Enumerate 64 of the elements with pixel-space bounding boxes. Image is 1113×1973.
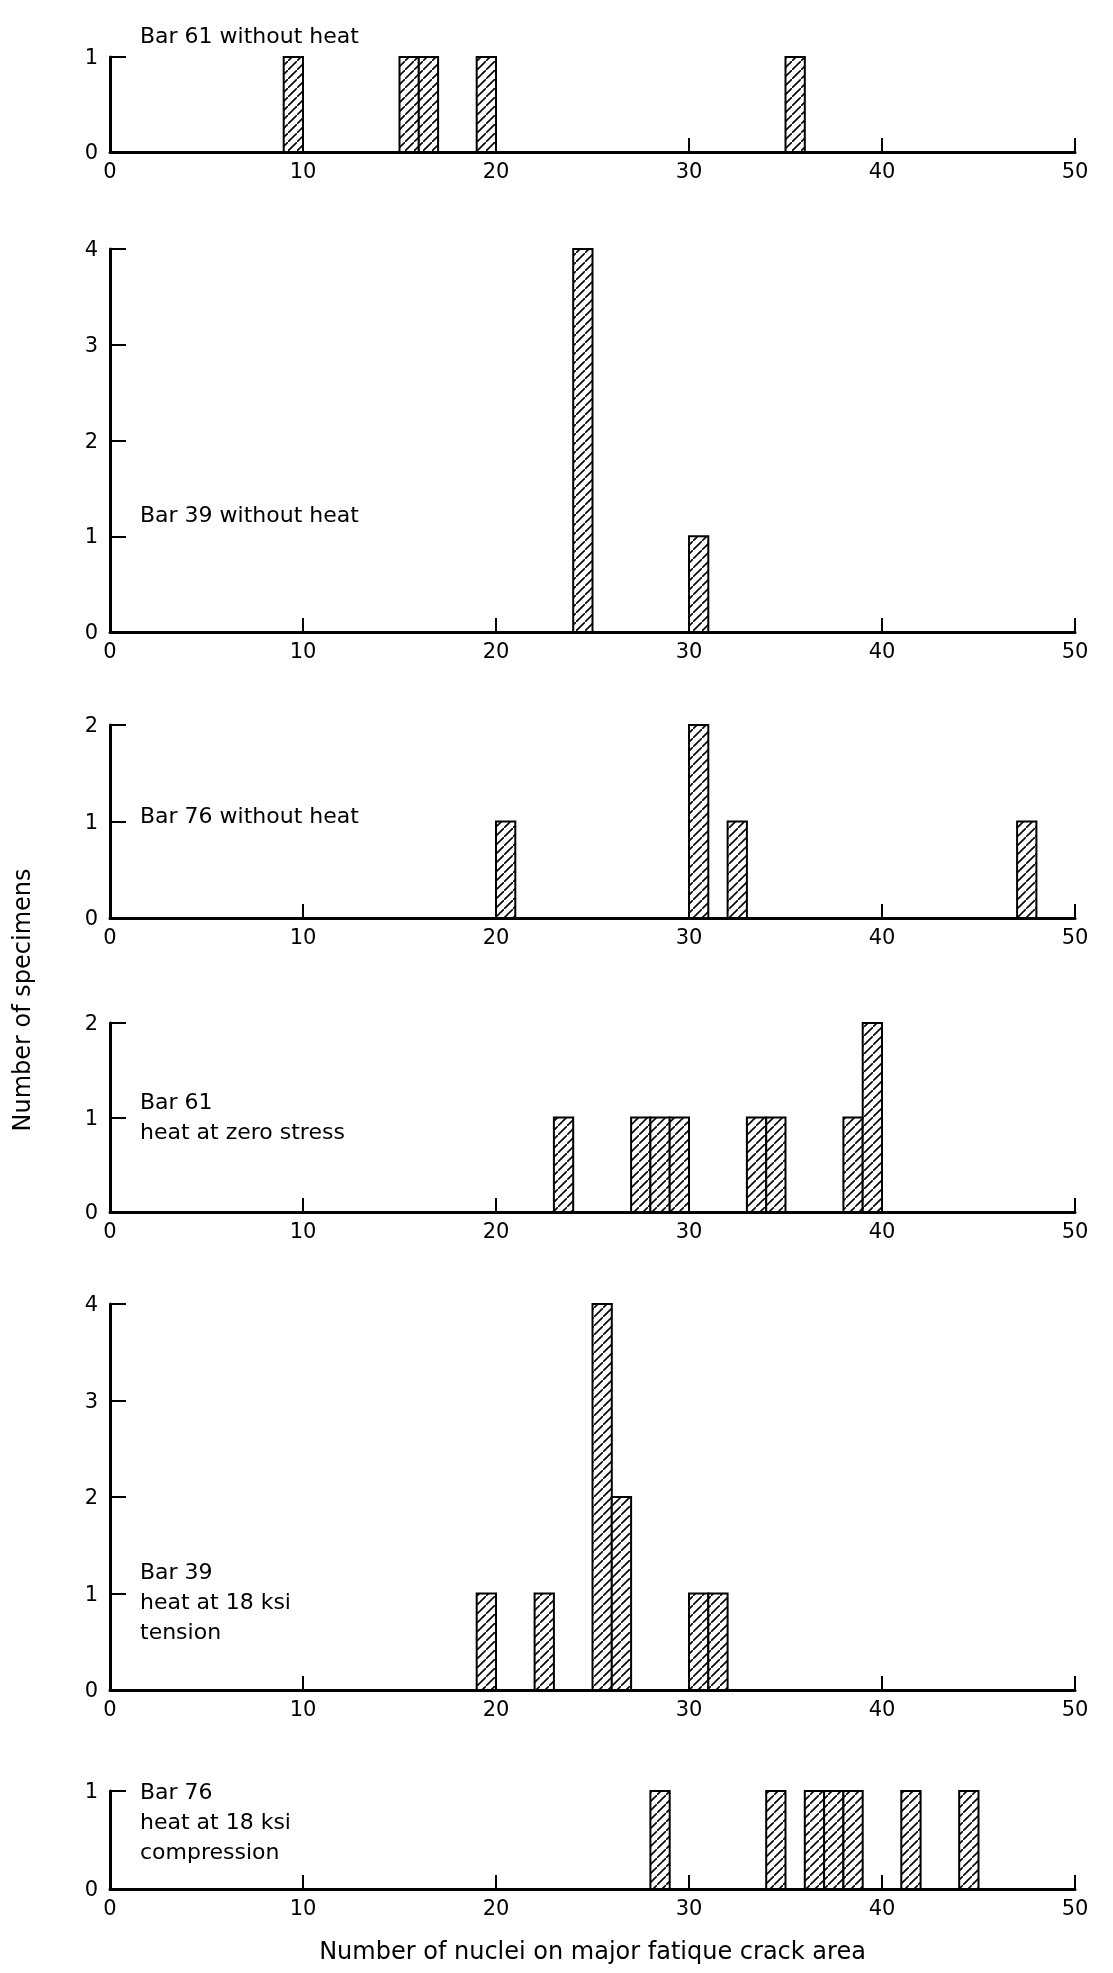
x-tick-label: 50 [1061, 1696, 1089, 1721]
text: Bar 76 heat at 18 ksi compression [140, 1778, 291, 1864]
x-tick-label: 40 [868, 1218, 896, 1243]
x-tick-label: 0 [103, 1218, 117, 1243]
y-tick-label: 1 [84, 1581, 98, 1606]
y-tick-label: 1 [84, 1779, 98, 1803]
y-tick-label: 2 [84, 1011, 98, 1035]
y-tick-label: 0 [84, 1678, 98, 1702]
y-tick-label: 0 [84, 140, 98, 164]
y-tick-label: 2 [84, 713, 98, 737]
x-tick-label: 10 [289, 924, 317, 949]
x-tick-label: 30 [675, 638, 703, 663]
y-tick-label: 4 [84, 237, 98, 261]
y-tick-label: 3 [84, 1388, 98, 1413]
x-tick-label: 20 [482, 924, 510, 949]
x-tick-label: 10 [289, 638, 317, 663]
x-tick-label: 40 [868, 1895, 896, 1920]
x-tick-label: 20 [482, 158, 510, 183]
x-tick-label: 30 [675, 1696, 703, 1721]
x-tick-label: 0 [103, 158, 117, 183]
y-tick-label: 1 [84, 45, 98, 69]
y-axis-title: Number of specimens [8, 868, 36, 1132]
y-tick-label: 1 [84, 1105, 98, 1130]
x-tick-label: 40 [868, 638, 896, 663]
y-tick-label: 0 [84, 906, 98, 930]
x-tick-label: 10 [289, 1895, 317, 1920]
text: Bar 76 without heat [140, 802, 360, 828]
x-tick-label: 10 [289, 1696, 317, 1721]
y-tick-label: 2 [84, 428, 98, 453]
x-tick-label: 30 [675, 1895, 703, 1920]
text: Bar 61 heat at zero stress [140, 1088, 345, 1144]
x-tick-label: 40 [868, 924, 896, 949]
x-axis-title: Number of nuclei on major fatique crack area [319, 1937, 866, 1965]
y-tick-label: 1 [84, 524, 98, 549]
x-tick-label: 20 [482, 1895, 510, 1920]
y-tick-label: 1 [84, 809, 98, 834]
y-tick-label: 4 [84, 1292, 98, 1316]
y-tick-label: 3 [84, 332, 98, 357]
x-tick-label: 0 [103, 1895, 117, 1920]
y-tick-label: 0 [84, 620, 98, 644]
x-tick-label: 20 [482, 638, 510, 663]
y-tick-label: 0 [84, 1877, 98, 1901]
text: Bar 39 heat at 18 ksi tension [140, 1558, 291, 1644]
x-tick-label: 50 [1061, 158, 1089, 183]
x-tick-label: 0 [103, 638, 117, 663]
x-tick-label: 0 [103, 1696, 117, 1721]
x-tick-label: 30 [675, 158, 703, 183]
y-tick-label: 0 [84, 1200, 98, 1224]
x-tick-label: 30 [675, 924, 703, 949]
x-tick-label: 0 [103, 924, 117, 949]
x-tick-label: 50 [1061, 924, 1089, 949]
x-tick-label: 10 [289, 1218, 317, 1243]
x-tick-label: 50 [1061, 1218, 1089, 1243]
x-tick-label: 40 [868, 1696, 896, 1721]
x-tick-label: 40 [868, 158, 896, 183]
x-tick-label: 20 [482, 1696, 510, 1721]
x-tick-label: 50 [1061, 638, 1089, 663]
x-tick-label: 20 [482, 1218, 510, 1243]
x-tick-label: 50 [1061, 1895, 1089, 1920]
y-tick-label: 2 [84, 1485, 98, 1509]
x-tick-label: 30 [675, 1218, 703, 1243]
text: Bar 39 without heat [140, 501, 360, 527]
chart-title: Bar 61 without heat [140, 22, 360, 48]
x-tick-label: 10 [289, 158, 317, 183]
